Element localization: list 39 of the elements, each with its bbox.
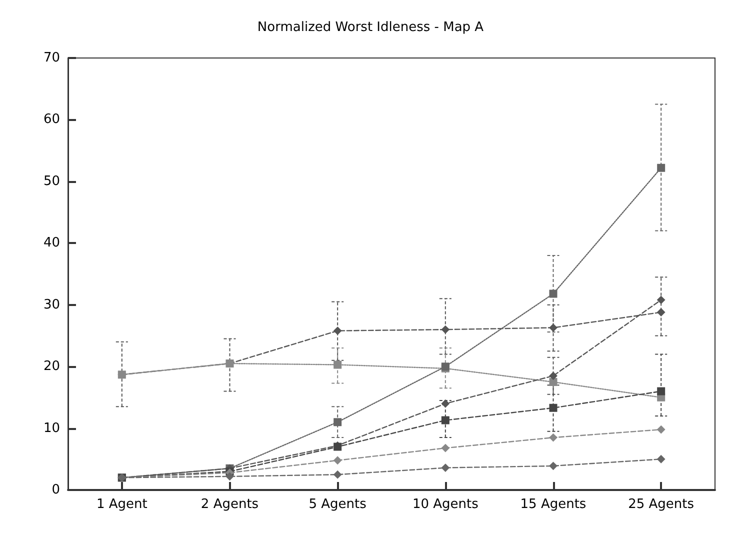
y-tick-label: 0	[52, 482, 60, 498]
point	[441, 464, 450, 472]
point	[334, 418, 342, 426]
point	[549, 434, 558, 442]
x-tick-label: 5 Agents	[308, 497, 367, 512]
chart-title: Normalized Worst Idleness - Map A	[257, 20, 484, 35]
point	[657, 164, 666, 172]
point	[657, 296, 666, 304]
x-tick-label: 25 Agents	[628, 497, 694, 512]
point	[334, 326, 342, 335]
x-tick-label: 1 Agent	[96, 497, 148, 512]
point	[657, 308, 666, 316]
point	[549, 378, 558, 386]
y-tick-label: 30	[43, 297, 60, 312]
y-tick-label: 20	[43, 359, 60, 374]
point	[441, 444, 450, 452]
point	[441, 416, 450, 424]
point	[549, 462, 558, 470]
point	[549, 290, 558, 298]
y-tick-label: 10	[43, 420, 60, 436]
x-tick-label: 10 Agents	[412, 497, 479, 512]
y-tick-label: 70	[43, 50, 60, 66]
point	[441, 400, 450, 408]
point	[549, 372, 558, 380]
point	[334, 470, 342, 479]
point	[226, 472, 234, 480]
y-tick-label: 40	[43, 236, 60, 251]
point	[657, 455, 666, 464]
point	[657, 426, 666, 434]
y-tick-label: 60	[43, 112, 60, 128]
x-tick-label: 2 Agents	[200, 497, 259, 512]
point	[441, 326, 450, 334]
point	[549, 404, 558, 412]
y-tick-label: 50	[43, 174, 60, 189]
point	[334, 360, 342, 369]
point	[657, 387, 666, 396]
point	[334, 456, 342, 464]
x-tick-label: 15 Agents	[520, 497, 586, 512]
point	[549, 324, 558, 332]
